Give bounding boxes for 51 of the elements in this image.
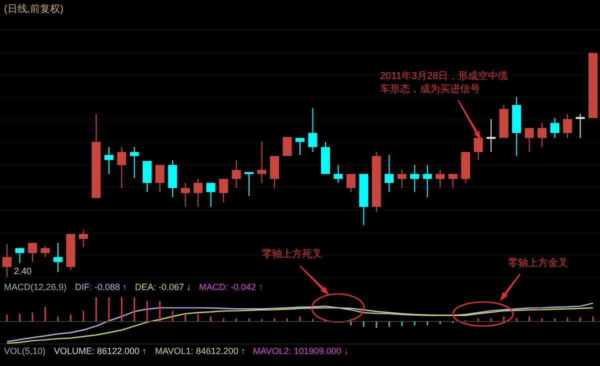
candlestick [206, 182, 216, 208]
candlestick [474, 137, 483, 161]
candlestick [308, 108, 318, 153]
candlestick [53, 242, 62, 273]
candlestick [104, 146, 114, 174]
chart-title: (日线,前复权) [4, 2, 64, 16]
candlestick [130, 146, 139, 178]
candlestick [155, 164, 164, 193]
candlestick [486, 118, 496, 153]
candlestick [40, 246, 50, 258]
candlestick [15, 248, 24, 264]
text: MACD: -0.042 ↑ [199, 282, 264, 292]
text: MAVOL1: 84612.200 ↑ [155, 346, 246, 356]
candlestick [2, 244, 12, 278]
candlestick [397, 169, 406, 189]
candlestick [257, 141, 266, 184]
text: MAVOL2: 101909.000 ↓ [253, 346, 348, 356]
candlestick [117, 146, 126, 189]
candlestick [448, 173, 458, 189]
candlestick [410, 164, 420, 193]
text: VOLUME: 86122.000 ↑ [54, 346, 147, 356]
text: DIF: -0.088 ↑ [75, 282, 128, 292]
candlestick [436, 169, 445, 189]
chart-title: MACD(12,26,9) [4, 282, 67, 292]
candlestick [384, 154, 394, 193]
annotation: 2011年3月28日，形成空中缆车形态，成为买进信号 [380, 70, 510, 96]
candlestick [296, 137, 304, 156]
annotation: 零轴上方金叉 [508, 256, 568, 270]
candlestick [219, 178, 228, 202]
annotation: 零轴上方死叉 [262, 248, 322, 261]
candlestick [78, 229, 88, 248]
candlestick [576, 113, 585, 138]
candlestick [550, 117, 560, 138]
candlestick [524, 128, 534, 153]
candlestick [168, 160, 178, 198]
candlestick [270, 156, 280, 189]
candlestick [180, 182, 190, 208]
text: DEA: -0.067 ↓ [135, 282, 192, 292]
candlestick [194, 178, 203, 208]
candlestick [538, 122, 547, 148]
candlestick [334, 164, 343, 184]
candlestick [282, 136, 292, 157]
candlestick [142, 160, 152, 193]
candlestick [422, 164, 432, 198]
text: VOL(5,10) [4, 346, 46, 356]
candlestick [346, 173, 356, 193]
candlestick [563, 113, 572, 138]
candlestick [232, 160, 241, 189]
candlestick [244, 172, 254, 196]
candlestick [28, 242, 37, 262]
annotation: 2.40 [14, 266, 32, 276]
